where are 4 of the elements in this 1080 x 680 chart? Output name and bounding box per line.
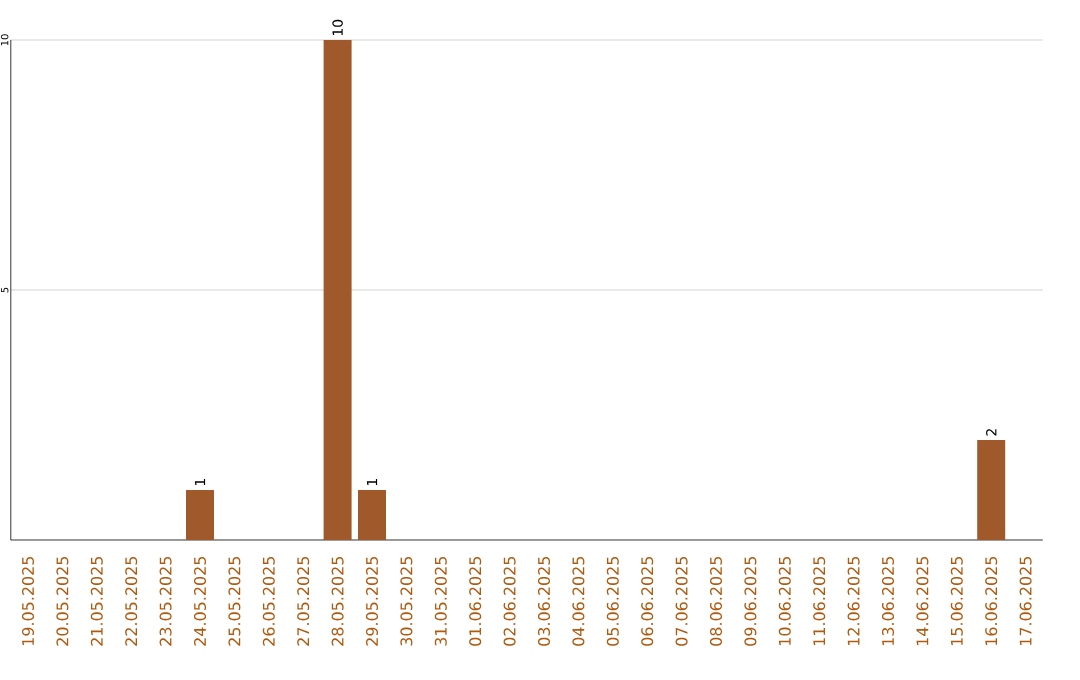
bar xyxy=(358,490,386,540)
bar xyxy=(977,440,1006,540)
bar xyxy=(186,490,214,540)
bar xyxy=(323,39,352,540)
